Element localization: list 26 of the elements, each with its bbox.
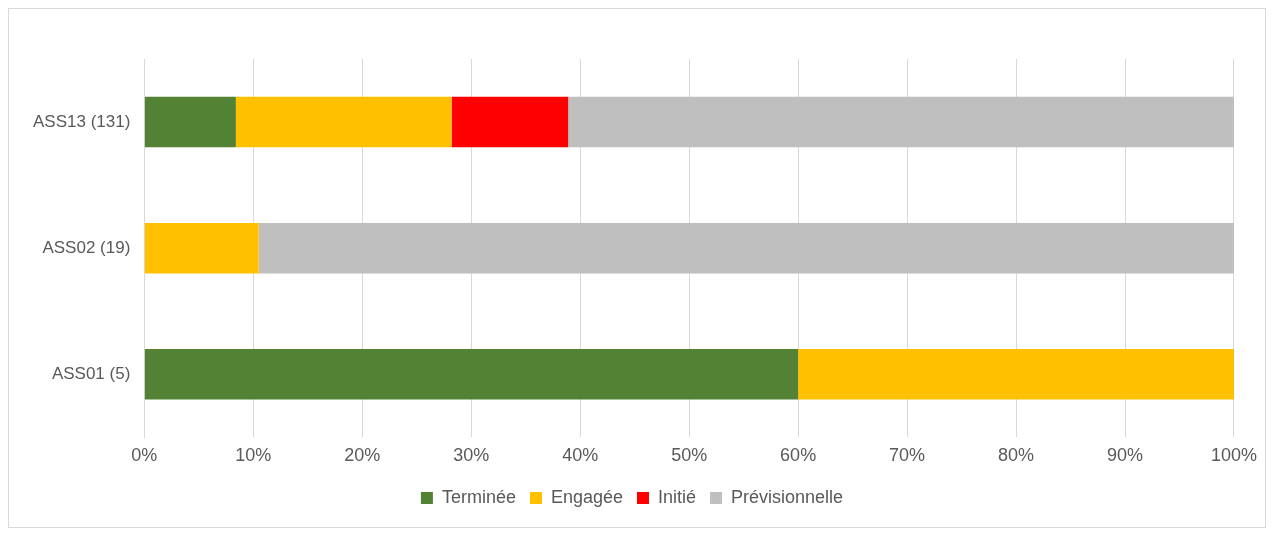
bar xyxy=(144,96,236,148)
bar xyxy=(798,349,1234,400)
y-tick-label: ASS02 (19) xyxy=(42,237,131,257)
bar xyxy=(144,222,259,274)
y-tick-label: ASS13 (131) xyxy=(32,111,131,131)
x-tick-label: 40% xyxy=(562,445,599,466)
bar xyxy=(451,96,569,148)
legend-label: Engagée xyxy=(550,486,624,507)
x-tick-label: 20% xyxy=(344,445,381,466)
legend-label: Initié xyxy=(658,486,697,507)
bar xyxy=(258,222,1234,274)
x-tick-label: 0% xyxy=(131,445,158,466)
x-tick-label: 60% xyxy=(780,445,817,466)
x-tick-label: 100% xyxy=(1210,445,1257,466)
x-tick-label: 10% xyxy=(235,445,272,466)
bar xyxy=(144,349,799,400)
legend-label: Prévisionnelle xyxy=(731,486,844,507)
x-tick-label: 50% xyxy=(671,445,708,466)
x-tick-label: 30% xyxy=(453,445,490,466)
bar xyxy=(568,96,1234,148)
y-tick-label: ASS01 (5) xyxy=(51,364,131,384)
x-tick-label: 80% xyxy=(998,445,1035,466)
x-tick-label: 90% xyxy=(1107,445,1144,466)
legend-label: Terminée xyxy=(441,486,516,507)
x-tick-label: 70% xyxy=(889,445,926,466)
bar xyxy=(235,96,452,148)
